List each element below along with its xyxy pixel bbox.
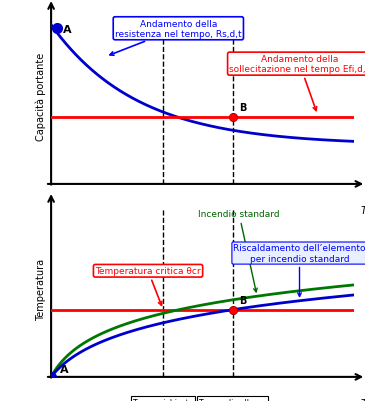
Text: Tempo: Tempo	[360, 398, 365, 401]
Text: B: B	[239, 295, 246, 305]
Text: Temperatura critica θcr: Temperatura critica θcr	[95, 267, 201, 306]
Text: Andamento della
resistenza nel tempo, Rs,d,t: Andamento della resistenza nel tempo, Rs…	[110, 20, 242, 56]
Text: Tempo di collasso: Tempo di collasso	[199, 398, 266, 401]
Text: B: B	[239, 102, 246, 112]
Text: Riscaldamento dell’elemento
per incendio standard: Riscaldamento dell’elemento per incendio…	[233, 244, 365, 297]
Y-axis label: Temperatura: Temperatura	[35, 258, 46, 320]
Text: A: A	[63, 25, 72, 35]
Text: Tempo richiesto: Tempo richiesto	[133, 398, 193, 401]
Text: Andamento della
sollecitazione nel tempo Efi,d,t: Andamento della sollecitazione nel tempo…	[229, 55, 365, 111]
Text: A: A	[60, 364, 69, 374]
Y-axis label: Capacità portante: Capacità portante	[35, 52, 46, 140]
Text: Incendio standard: Incendio standard	[198, 209, 280, 292]
Text: Tempo di collasso: Tempo di collasso	[199, 206, 266, 215]
Text: Tempo richiesto: Tempo richiesto	[133, 206, 193, 215]
Text: Tempo: Tempo	[360, 206, 365, 216]
